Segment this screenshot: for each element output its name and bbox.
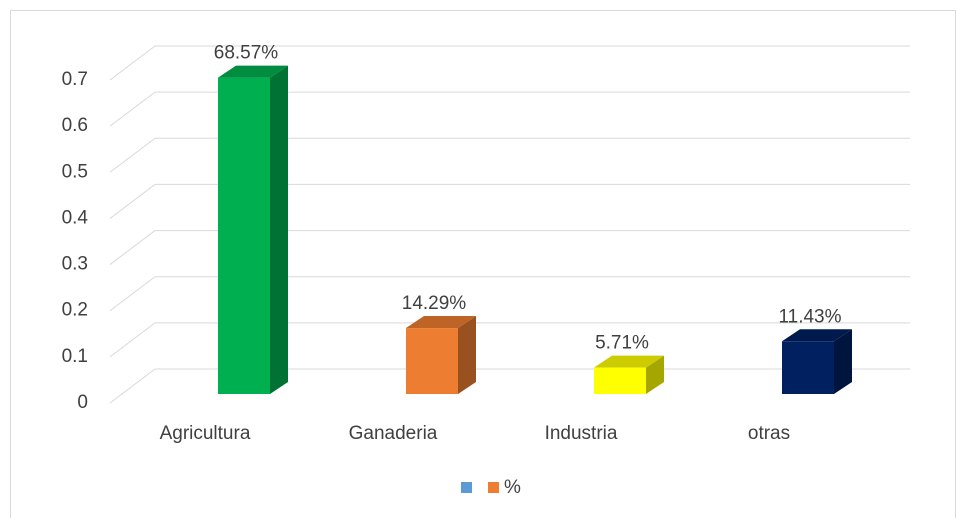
y-tick-label: 0.1 xyxy=(62,346,88,367)
bar xyxy=(594,367,646,394)
legend-swatch xyxy=(461,482,472,493)
value-label: 5.71% xyxy=(595,333,649,354)
grid-line-side xyxy=(109,368,156,404)
y-tick-label: 0 xyxy=(77,392,88,413)
x-tick-label: otras xyxy=(748,423,790,444)
bar xyxy=(218,77,270,395)
bar-side xyxy=(270,65,288,395)
grid-line-side xyxy=(109,137,156,173)
bar-side xyxy=(646,355,664,394)
x-tick-label: Ganaderia xyxy=(349,423,438,444)
bar xyxy=(406,328,458,394)
bar-side xyxy=(834,329,852,394)
value-label: 14.29% xyxy=(402,293,467,314)
bar xyxy=(782,341,834,394)
y-tick-label: 0.5 xyxy=(62,161,88,182)
grid-line-side xyxy=(109,45,156,81)
legend-swatch xyxy=(488,482,499,493)
legend-label: % xyxy=(504,477,521,498)
y-tick-label: 0.6 xyxy=(62,115,88,136)
x-tick-label: Industria xyxy=(545,423,618,444)
value-label: 11.43% xyxy=(778,306,841,327)
bar-top xyxy=(594,355,664,368)
y-tick-label: 0.2 xyxy=(62,300,88,321)
x-tick-label: Agricultura xyxy=(160,423,251,444)
bar-top xyxy=(218,65,288,78)
grid-line-side xyxy=(109,230,156,265)
grid-line-side xyxy=(109,276,156,312)
y-tick-label: 0.3 xyxy=(62,254,88,275)
bar-top xyxy=(406,316,476,329)
grid-line-side xyxy=(109,184,156,219)
chart-border xyxy=(10,10,956,518)
y-tick-label: 0.4 xyxy=(62,207,89,228)
bar-top xyxy=(782,329,852,342)
y-tick-label: 0.7 xyxy=(62,69,88,90)
grid-line-side xyxy=(109,91,156,127)
grid-line-side xyxy=(109,322,156,358)
bar-side xyxy=(458,316,476,394)
value-label: 68.57% xyxy=(214,43,279,64)
